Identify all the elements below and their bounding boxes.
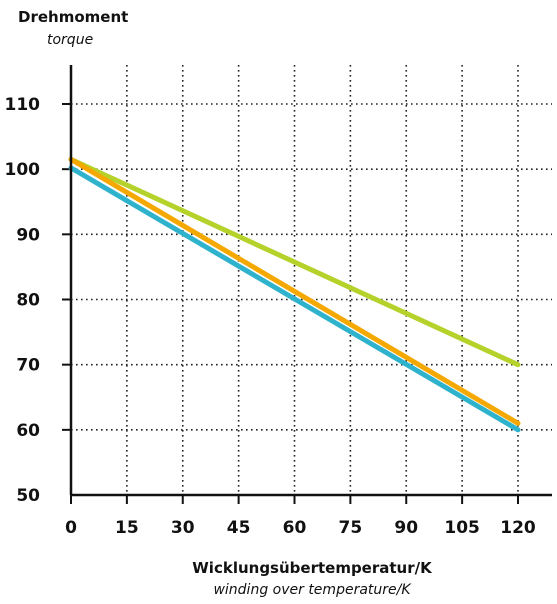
y-tick-label: 80 <box>16 291 40 311</box>
x-tick-label: 30 <box>171 518 195 538</box>
y-tick-label: 60 <box>16 421 40 441</box>
y-tick-label: 90 <box>16 225 40 245</box>
y-axis-subtitle: torque <box>47 32 93 48</box>
x-axis-title: Wicklungsübertemperatur/K <box>192 559 433 577</box>
x-tick-label: 45 <box>227 518 251 538</box>
x-axis-subtitle: winding over temperature/K <box>213 582 412 598</box>
x-tick-label: 120 <box>500 518 536 538</box>
x-tick-label: 75 <box>339 518 363 538</box>
x-tick-label: 105 <box>444 518 480 538</box>
axes <box>69 65 552 497</box>
x-tick-label: 90 <box>394 518 418 538</box>
y-tick-label: 100 <box>5 160 41 180</box>
x-tick-label: 0 <box>65 518 77 538</box>
y-axis-title: Drehmoment <box>18 8 128 26</box>
y-tick-label: 110 <box>5 95 41 115</box>
series-lines <box>68 156 521 433</box>
x-tick-label: 15 <box>115 518 139 538</box>
series-line-2 <box>68 156 521 426</box>
tick-labels: 50 60 70 80 90 100 110 0 15 30 45 60 75 90 105 120 <box>5 95 536 538</box>
y-tick-label: 70 <box>16 356 40 376</box>
x-tick-label: 60 <box>283 518 307 538</box>
series-line-3 <box>68 165 521 433</box>
grid <box>62 65 552 504</box>
series-line-1 <box>68 156 521 368</box>
y-tick-label: 50 <box>16 486 40 506</box>
